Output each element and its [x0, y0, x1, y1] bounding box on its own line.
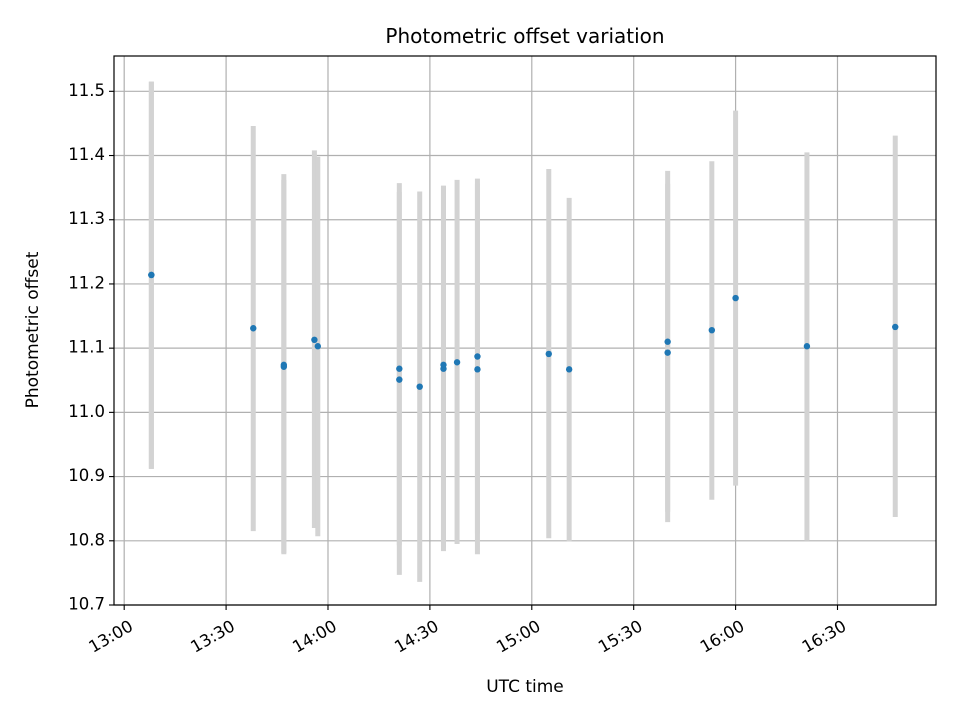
data-point [440, 361, 447, 369]
y-tick-label: 11.2 [68, 273, 105, 292]
data-point [565, 366, 573, 373]
data-point [892, 323, 899, 331]
y-axis-label: Photometric offset [23, 251, 43, 408]
y-tick-label: 11.5 [68, 81, 105, 100]
y-tick-label: 10.8 [68, 530, 105, 549]
data-point [396, 365, 403, 372]
y-tick-label: 11.0 [68, 402, 105, 421]
data-point [314, 343, 322, 350]
data-point [280, 363, 288, 370]
y-tick-label: 11.4 [68, 145, 105, 164]
data-point [474, 366, 481, 373]
data-point [545, 350, 552, 358]
data-point [664, 349, 671, 356]
plot-frame [113, 55, 937, 606]
x-axis-label: UTC time [486, 677, 564, 697]
data-point [664, 338, 671, 345]
y-tick-label: 10.7 [68, 595, 105, 614]
y-tick-label: 10.9 [68, 466, 105, 485]
data-point [453, 359, 461, 366]
data-point [474, 353, 481, 360]
data-point [708, 326, 716, 334]
data-point [396, 376, 403, 383]
data-points [148, 271, 899, 390]
data-point [803, 343, 811, 350]
data-point [732, 294, 739, 302]
y-axis-ticks: 10.7 10.8 10.9 11.0 11.1 11.2 11.3 11.4 11.5 [68, 81, 114, 614]
data-point [250, 325, 257, 332]
data-point [148, 271, 155, 279]
y-tick-label: 11.1 [68, 338, 105, 357]
y-tick-label: 11.3 [68, 209, 105, 228]
data-point [311, 336, 318, 344]
chart-title: Photometric offset variation [385, 24, 664, 48]
data-point [416, 383, 423, 390]
